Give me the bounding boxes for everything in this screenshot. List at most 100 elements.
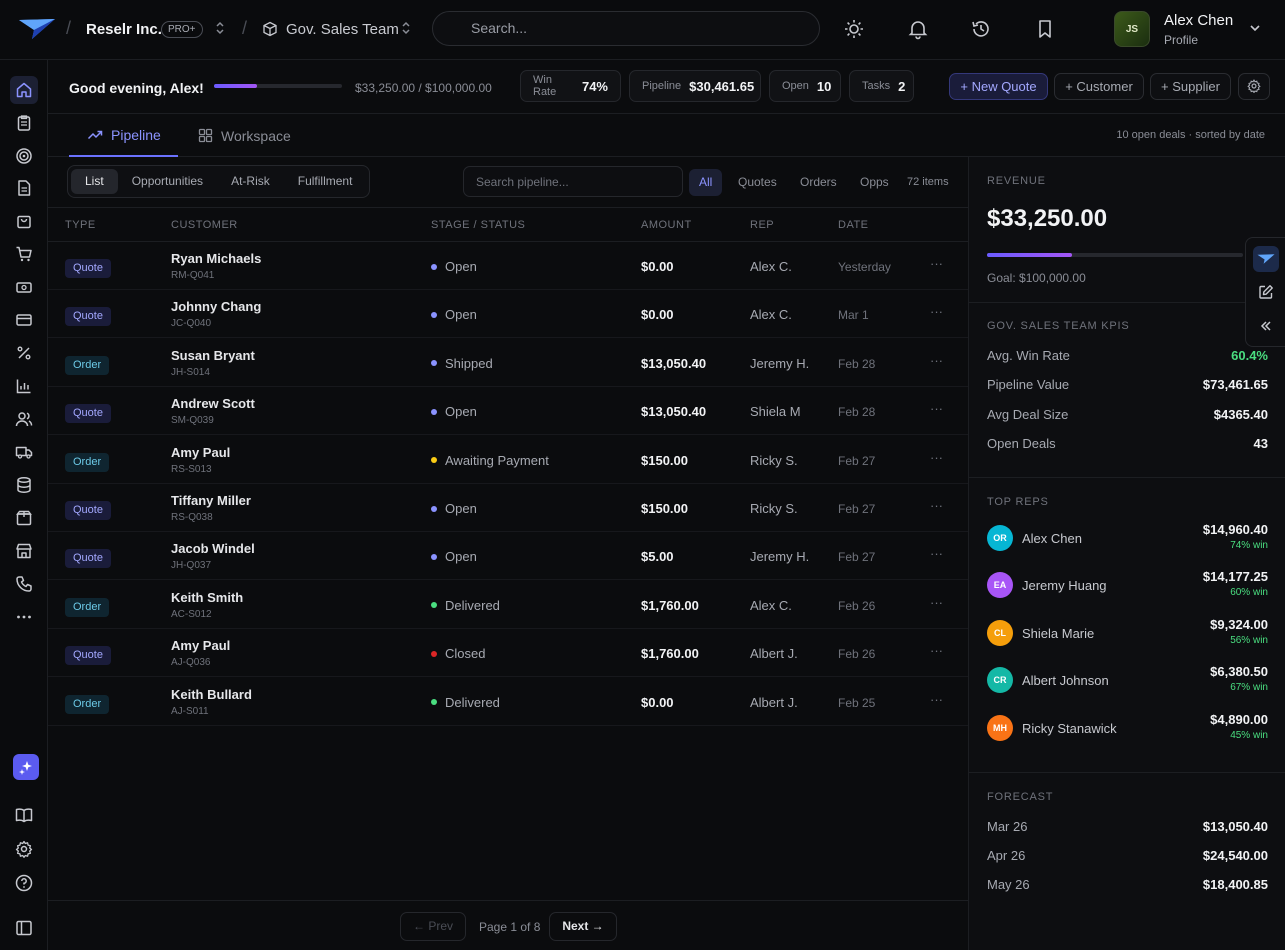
column-type[interactable]: TYPE [65,219,96,231]
prev-page-button[interactable]: ← Prev [400,912,466,941]
pipeline-search-input[interactable] [476,175,676,189]
pipeline-search[interactable] [463,166,683,197]
row-more-icon[interactable]: ··· [930,352,943,368]
sidebar-item-settings[interactable] [10,835,38,863]
collapse-panel-button[interactable] [1253,313,1279,339]
table-row[interactable]: Quote Jacob Windel JH-Q037 Open $5.00 Jeremy … [48,532,968,581]
view-opportunities-button[interactable]: Opportunities [131,174,204,188]
new-quote-button[interactable]: + New Quote [949,73,1048,100]
view-list-button[interactable]: List [71,169,118,194]
edit-button[interactable] [1253,279,1279,305]
view-at-risk-button[interactable]: At-Risk [231,174,270,188]
sidebar-item-ai-assistant[interactable] [13,754,39,780]
open-chip[interactable]: Open 10 [769,70,841,102]
row-more-icon[interactable]: ··· [930,449,943,465]
table-row[interactable]: Order Keith Smith AC-S012 Delivered $1,760.0… [48,581,968,629]
sidebar-item-goals[interactable] [10,142,38,170]
customer-name[interactable]: Amy Paul [171,444,231,460]
rep-row[interactable]: OR Alex Chen $14,960.40 74% win [987,522,1268,558]
filter-opps[interactable]: Opps [860,175,889,189]
org-name[interactable]: Reselr Inc. [86,21,162,38]
tab-pipeline[interactable]: Pipeline [69,114,178,157]
customer-name[interactable]: Andrew Scott [171,396,255,412]
assistant-button[interactable] [1253,246,1279,272]
sidebar-item-discounts[interactable] [10,339,38,367]
sidebar-item-inventory[interactable] [10,504,38,532]
add-supplier-button[interactable]: + Supplier [1150,73,1231,100]
customer-name[interactable]: Johnny Chang [171,299,262,315]
sidebar-item-documents[interactable] [10,174,38,202]
sidebar-item-cart[interactable] [10,240,38,268]
sidebar-item-help[interactable] [10,869,38,897]
bookmark-icon[interactable] [1035,18,1055,40]
theme-toggle-icon[interactable] [843,18,865,40]
add-customer-button[interactable]: + Customer [1054,73,1144,100]
customer-name[interactable]: Susan Bryant [171,347,255,363]
history-icon[interactable] [970,18,992,40]
customer-name[interactable]: Tiffany Miller [171,493,251,508]
sidebar-item-database[interactable] [10,471,38,499]
row-more-icon[interactable]: ··· [930,304,943,320]
customer-name[interactable]: Amy Paul [171,638,231,654]
notifications-bell-icon[interactable] [907,18,929,40]
sidebar-item-reports[interactable] [10,372,38,400]
team-switcher-icon[interactable] [400,20,412,36]
table-row[interactable]: Quote Ryan Michaels RM-Q041 Open $0.00 Alex C… [48,242,968,290]
column-customer[interactable]: CUSTOMER [171,219,238,231]
table-row[interactable]: Order Keith Bullard AJ-S011 Delivered $0.00 A… [48,678,968,726]
pipeline-chip[interactable]: Pipeline $30,461.65 [629,70,761,102]
row-more-icon[interactable]: ··· [930,401,943,417]
sidebar-item-shop[interactable] [10,207,38,235]
row-more-icon[interactable]: ··· [930,498,943,513]
tab-workspace[interactable]: Workspace [198,114,291,157]
win-rate-chip[interactable]: Win Rate 74% [520,70,621,102]
table-row[interactable]: Order Amy Paul RS-S013 Awaiting Payment $150… [48,436,968,484]
column-stage[interactable]: STAGE / STATUS [431,219,526,231]
sidebar-item-docs[interactable] [10,801,38,829]
customer-name[interactable]: Ryan Michaels [171,251,262,266]
filter-all[interactable]: All [689,169,723,196]
row-more-icon[interactable]: ··· [930,256,943,271]
row-more-icon[interactable]: ··· [930,691,943,707]
table-row[interactable]: Quote Tiffany Miller RS-Q038 Open $150.00 Ric… [48,484,968,532]
row-more-icon[interactable]: ··· [930,643,943,659]
rep-row[interactable]: CL Shiela Marie $9,324.00 56% win [987,617,1268,653]
customer-name[interactable]: Keith Smith [171,589,244,605]
customer-name[interactable]: Jacob Windel [171,541,255,557]
customer-name[interactable]: Keith Bullard [171,686,252,702]
table-row[interactable]: Quote Andrew Scott SM-Q039 Open $13,050.40 Sh… [48,387,968,436]
table-row[interactable]: Quote Johnny Chang JC-Q040 Open $0.00 Alex C.… [48,290,968,339]
sidebar-item-calls[interactable] [10,570,38,598]
column-date[interactable]: DATE [838,219,869,231]
sidebar-item-payments[interactable] [10,273,38,301]
sidebar-item-tasks[interactable] [10,109,38,137]
rep-row[interactable]: EA Jeremy Huang $14,177.25 60% win [987,569,1268,605]
sidebar-item-more[interactable] [10,603,38,631]
global-search[interactable] [432,11,820,46]
team-name[interactable]: Gov. Sales Team [286,21,399,38]
user-profile-menu[interactable]: JS Alex Chen Profile [1114,10,1274,48]
quick-settings-button[interactable] [1238,73,1270,100]
sidebar-item-shipping[interactable] [10,438,38,466]
table-row[interactable]: Order Susan Bryant JH-S014 Shipped $13,050.4… [48,339,968,387]
next-page-button[interactable]: Next → [549,912,617,941]
row-more-icon[interactable]: ··· [930,546,943,562]
tasks-chip[interactable]: Tasks 2 [849,70,914,102]
sidebar-item-stores[interactable] [10,537,38,565]
org-switcher-icon[interactable] [214,20,226,36]
filter-quotes[interactable]: Quotes [738,175,777,189]
app-logo-icon[interactable] [18,17,56,41]
sidebar-collapse-button[interactable] [10,914,38,942]
sidebar-item-contacts[interactable] [10,405,38,433]
column-rep[interactable]: REP [750,219,775,231]
global-search-input[interactable] [471,20,791,36]
sidebar-item-home[interactable] [10,76,38,104]
filter-orders[interactable]: Orders [800,175,837,189]
sidebar-item-billing[interactable] [10,306,38,334]
row-more-icon[interactable]: ··· [930,594,943,610]
rep-row[interactable]: MH Ricky Stanawick $4,890.00 45% win [987,712,1268,748]
column-amount[interactable]: AMOUNT [641,219,692,231]
table-row[interactable]: Quote Amy Paul AJ-Q036 Closed $1,760.00 Alber… [48,629,968,678]
rep-row[interactable]: CR Albert Johnson $6,380.50 67% win [987,664,1268,700]
view-fulfillment-button[interactable]: Fulfillment [297,174,353,188]
